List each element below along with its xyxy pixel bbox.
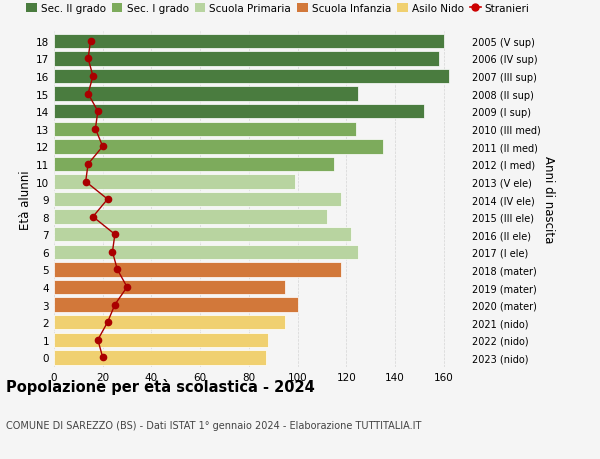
Bar xyxy=(54,298,298,312)
Bar xyxy=(54,333,268,347)
Bar xyxy=(54,228,351,242)
Bar xyxy=(54,105,424,119)
Bar xyxy=(54,122,356,137)
Bar xyxy=(54,280,286,295)
Bar xyxy=(54,70,449,84)
Text: Popolazione per età scolastica - 2024: Popolazione per età scolastica - 2024 xyxy=(6,379,315,395)
Bar xyxy=(54,34,443,49)
Bar xyxy=(54,210,327,224)
Legend: Sec. II grado, Sec. I grado, Scuola Primaria, Scuola Infanzia, Asilo Nido, Stran: Sec. II grado, Sec. I grado, Scuola Prim… xyxy=(26,4,530,14)
Bar xyxy=(54,140,383,154)
Y-axis label: Anni di nascita: Anni di nascita xyxy=(542,156,555,243)
Bar xyxy=(54,52,439,67)
Bar xyxy=(54,350,266,365)
Y-axis label: Età alunni: Età alunni xyxy=(19,170,32,230)
Bar xyxy=(54,245,358,259)
Text: COMUNE DI SAREZZO (BS) - Dati ISTAT 1° gennaio 2024 - Elaborazione TUTTITALIA.IT: COMUNE DI SAREZZO (BS) - Dati ISTAT 1° g… xyxy=(6,420,421,430)
Bar xyxy=(54,315,286,330)
Bar xyxy=(54,87,358,101)
Bar xyxy=(54,192,341,207)
Bar xyxy=(54,263,341,277)
Bar xyxy=(54,157,334,172)
Bar xyxy=(54,175,295,189)
